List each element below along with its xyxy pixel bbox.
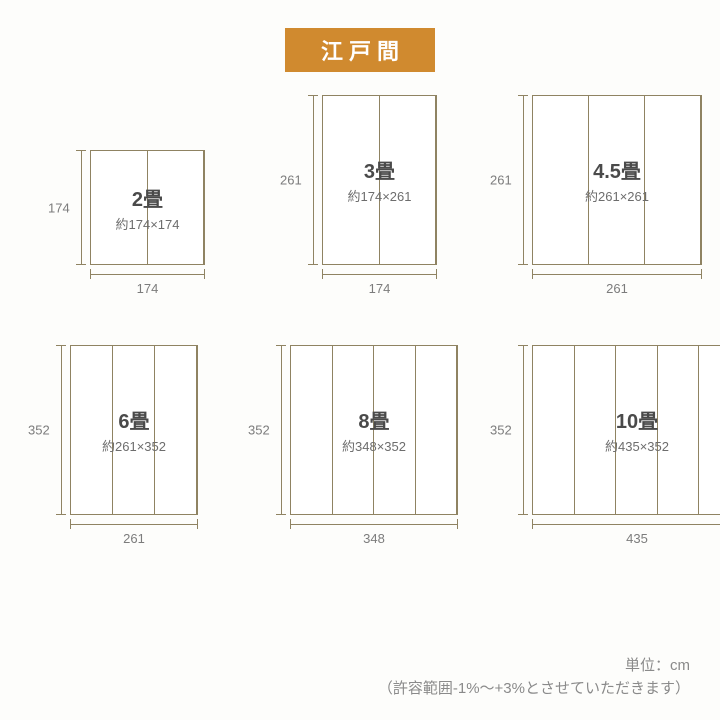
tatami-panel <box>699 346 720 514</box>
dim-vertical: 174 <box>76 150 86 265</box>
title-badge: 江戸間 <box>285 28 435 72</box>
dim-h-label: 261 <box>123 531 145 546</box>
footer-note: 単位：cm （許容範囲-1%～+3%とさせていただきます） <box>378 655 690 700</box>
tatami-box: 10畳約435×352 <box>532 345 720 515</box>
dim-v-label: 174 <box>48 200 70 215</box>
dim-v-label: 352 <box>248 423 270 438</box>
tatami-panel <box>645 96 701 264</box>
tatami-box: 4.5畳約261×261 <box>532 95 702 265</box>
dim-v-label: 352 <box>28 423 50 438</box>
box-label: 4.5畳約261×261 <box>585 155 649 205</box>
dim-vertical: 352 <box>518 345 528 515</box>
dim-horizontal: 174 <box>322 269 437 279</box>
tatami-panel <box>533 96 589 264</box>
dim-horizontal: 261 <box>70 519 198 529</box>
tolerance-line: （許容範囲-1%～+3%とさせていただきます） <box>378 678 690 701</box>
dim-vertical: 352 <box>56 345 66 515</box>
dim-horizontal: 261 <box>532 269 702 279</box>
box-sub-label: 約174×174 <box>116 214 180 233</box>
dim-horizontal: 174 <box>90 269 205 279</box>
dim-h-label: 174 <box>137 281 159 296</box>
tatami-panel <box>533 346 575 514</box>
box-label: 6畳約261×352 <box>102 405 166 455</box>
tatami-panel <box>416 346 458 514</box>
dim-h-label: 348 <box>363 531 385 546</box>
tatami-box: 3畳約174×261 <box>322 95 437 265</box>
tatami-box: 8畳約348×352 <box>290 345 458 515</box>
dim-h-label: 174 <box>369 281 391 296</box>
unit-line: 単位：cm <box>378 655 690 678</box>
dim-horizontal: 348 <box>290 519 458 529</box>
dim-v-label: 352 <box>490 423 512 438</box>
box-main-label: 8畳 <box>342 405 406 434</box>
dim-h-label: 261 <box>606 281 628 296</box>
box-label: 2畳約174×174 <box>116 183 180 233</box>
tatami-box: 2畳約174×174 <box>90 150 205 265</box>
dim-h-label: 435 <box>626 531 648 546</box>
box-sub-label: 約348×352 <box>342 436 406 455</box>
dim-vertical: 352 <box>276 345 286 515</box>
box-main-label: 3畳 <box>348 155 412 184</box>
dim-v-label: 261 <box>280 173 302 188</box>
box-main-label: 6畳 <box>102 405 166 434</box>
dim-v-label: 261 <box>490 173 512 188</box>
box-label: 10畳約435×352 <box>605 405 669 455</box>
dim-vertical: 261 <box>518 95 528 265</box>
box-main-label: 2畳 <box>116 183 180 212</box>
box-sub-label: 約261×352 <box>102 436 166 455</box>
box-main-label: 10畳 <box>605 405 669 434</box>
box-label: 3畳約174×261 <box>348 155 412 205</box>
box-main-label: 4.5畳 <box>585 155 649 184</box>
box-label: 8畳約348×352 <box>342 405 406 455</box>
box-sub-label: 約261×261 <box>585 186 649 205</box>
box-sub-label: 約174×261 <box>348 186 412 205</box>
dim-horizontal: 435 <box>532 519 720 529</box>
tatami-panel <box>291 346 333 514</box>
box-sub-label: 約435×352 <box>605 436 669 455</box>
tatami-box: 6畳約261×352 <box>70 345 198 515</box>
dim-vertical: 261 <box>308 95 318 265</box>
